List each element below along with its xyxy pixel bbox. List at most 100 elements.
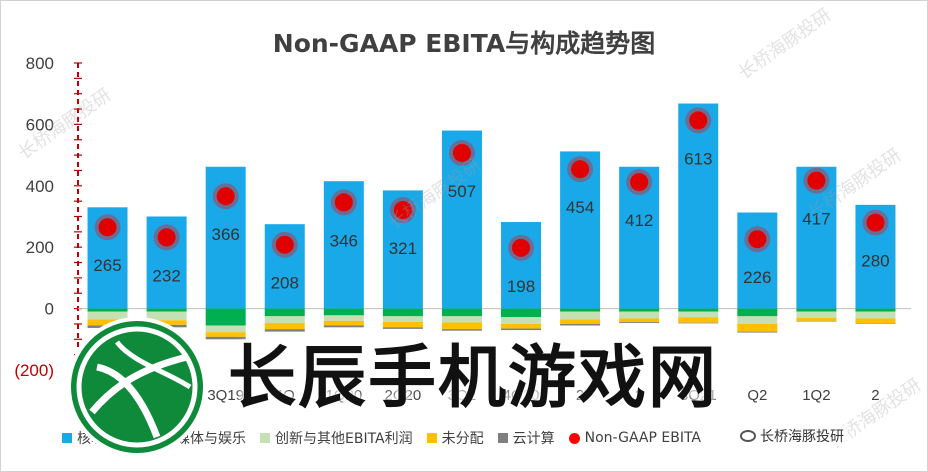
bar-segment bbox=[796, 320, 837, 322]
legend-label: Non-GAAP EBITA bbox=[584, 430, 702, 446]
bar-segment bbox=[560, 308, 601, 312]
data-label: 366 bbox=[211, 225, 239, 244]
y-tick-label: (200) bbox=[14, 361, 54, 380]
bar-segment bbox=[501, 222, 542, 309]
legend-label: 创新与其他EBITA利润 bbox=[275, 431, 413, 447]
bar-segment bbox=[87, 308, 128, 312]
data-label: 321 bbox=[389, 239, 417, 258]
data-label: 265 bbox=[93, 256, 121, 275]
x-tick-label: 2Q20 bbox=[385, 387, 422, 404]
overlay-banner-text: 长辰手机游戏网 bbox=[228, 339, 719, 418]
bar-segment bbox=[501, 323, 542, 329]
bar-segment bbox=[678, 311, 719, 318]
legend-item: 云计算 bbox=[497, 428, 555, 448]
y-tick-label: 600 bbox=[26, 115, 54, 134]
x-tick-label: 2 bbox=[635, 387, 643, 404]
ebita-marker bbox=[393, 201, 412, 220]
bar-segment bbox=[146, 308, 187, 312]
x-tick-label: 2 bbox=[871, 387, 879, 404]
x-tick-label: Q2 bbox=[747, 387, 767, 404]
ebita-marker bbox=[689, 111, 708, 130]
bar-segment bbox=[264, 329, 305, 332]
bar-segment bbox=[796, 311, 837, 318]
x-tick-label: 3Q19 bbox=[207, 387, 244, 404]
bar-segment bbox=[796, 166, 837, 309]
legend-item: Non-GAAP EBITA bbox=[568, 430, 702, 446]
wechat-badge: 长桥海豚投研 bbox=[736, 426, 848, 446]
legend-swatch bbox=[62, 433, 72, 443]
ebita-marker bbox=[748, 230, 767, 249]
data-label: 198 bbox=[507, 277, 535, 296]
data-label: 280 bbox=[861, 252, 889, 271]
x-tick-label: 1Q2 bbox=[802, 387, 830, 404]
ebita-marker bbox=[630, 173, 649, 192]
bar-segment bbox=[323, 325, 364, 328]
bar-segment bbox=[796, 308, 837, 312]
bar-segment bbox=[382, 321, 423, 328]
bar-segment bbox=[619, 311, 660, 319]
y-tick-label: 800 bbox=[26, 54, 54, 73]
bar-segment bbox=[737, 316, 778, 324]
x-tick-label: 4Q bbox=[275, 387, 295, 404]
bar-segment bbox=[678, 322, 719, 324]
bar-segment bbox=[619, 318, 660, 323]
data-label: 507 bbox=[448, 182, 476, 201]
legend-item: 创新与其他EBITA利润 bbox=[260, 428, 413, 448]
bar-segment bbox=[205, 325, 246, 333]
ebita-marker bbox=[157, 228, 176, 247]
bar-segment bbox=[205, 332, 246, 337]
y-tick-label: 0 bbox=[45, 300, 54, 319]
ebita-marker bbox=[807, 171, 826, 190]
wechat-icon bbox=[740, 430, 756, 442]
bar-segment bbox=[323, 308, 364, 316]
ebita-marker bbox=[216, 187, 235, 206]
bar-segment bbox=[560, 323, 601, 326]
bar-segment bbox=[737, 308, 778, 317]
bar-segment bbox=[796, 317, 837, 321]
data-label: 613 bbox=[684, 149, 712, 168]
bar-segment bbox=[737, 323, 778, 332]
bar-segment bbox=[205, 308, 246, 326]
wechat-label: 长桥海豚投研 bbox=[760, 429, 844, 445]
bar-segment bbox=[323, 315, 364, 321]
legend-label: 未分配 bbox=[441, 431, 484, 447]
ebita-marker bbox=[571, 160, 590, 179]
bar-segment bbox=[382, 308, 423, 317]
bar-segment bbox=[855, 311, 896, 319]
bar-segment bbox=[264, 323, 305, 330]
x-tick-label: 4Q20 bbox=[503, 387, 540, 404]
bar-segment bbox=[87, 311, 128, 320]
data-label: 454 bbox=[566, 198, 594, 217]
ebita-marker bbox=[866, 213, 885, 232]
ebita-marker bbox=[275, 235, 294, 254]
bar-segment bbox=[737, 331, 778, 333]
bar-segment bbox=[441, 322, 482, 330]
bar-segment bbox=[441, 316, 482, 323]
bar-segment bbox=[619, 322, 660, 324]
bar-segment bbox=[441, 329, 482, 331]
legend-swatch bbox=[497, 433, 508, 443]
bar-segment bbox=[501, 317, 542, 324]
x-tick-label: 3Q2 bbox=[448, 387, 476, 404]
x-tick-label: 3Q21 bbox=[680, 387, 717, 404]
legend-item: 未分配 bbox=[426, 428, 484, 448]
ebita-marker bbox=[334, 193, 353, 212]
bar-segment bbox=[146, 320, 187, 325]
x-tick-label: 1Q20 bbox=[325, 387, 362, 404]
bar-segment bbox=[205, 336, 246, 340]
bar-segment bbox=[87, 319, 128, 326]
bar-segment bbox=[146, 311, 187, 321]
bar-segment bbox=[678, 103, 719, 309]
y-tick-label: 400 bbox=[26, 177, 54, 196]
data-label: 417 bbox=[802, 210, 830, 229]
data-label: 232 bbox=[152, 266, 180, 285]
bar-segment bbox=[501, 328, 542, 331]
bar-segment bbox=[855, 308, 896, 312]
y-tick-label: 200 bbox=[26, 238, 54, 257]
chart-title: Non-GAAP EBITA与构成趋势图 bbox=[272, 29, 656, 58]
bar-segment bbox=[441, 308, 482, 317]
x-tick-label: 2 bbox=[576, 387, 584, 404]
bar-segment bbox=[560, 311, 601, 320]
bar-segment bbox=[737, 212, 778, 309]
